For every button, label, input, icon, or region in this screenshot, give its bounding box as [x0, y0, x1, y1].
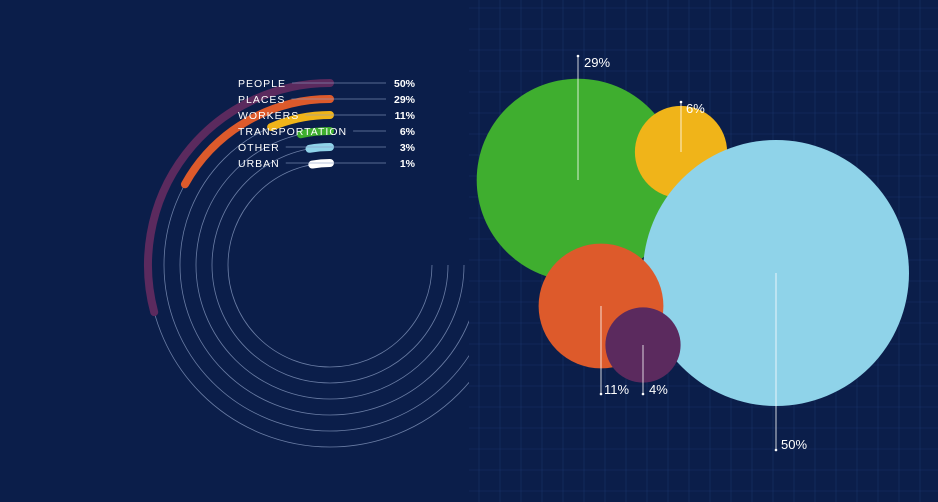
guide-ring [179, 114, 469, 416]
leader-dot [679, 100, 683, 104]
legend-value: 50% [394, 78, 416, 90]
bubble-label: 4% [649, 382, 668, 397]
bubble-label: 29% [584, 55, 610, 70]
guide-ring [195, 130, 465, 400]
legend-value: 11% [395, 110, 416, 122]
legend-label: WORKERS [238, 110, 299, 122]
legend-value: 6% [400, 126, 416, 138]
legend-value: 29% [394, 94, 416, 106]
legend-label: PLACES [238, 94, 285, 106]
guide-ring [227, 162, 433, 368]
radial-bar-chart: PEOPLE 50% PLACES 29% WORKERS 11% TRANSPORTATI… [144, 78, 469, 448]
bubble-label: 6% [686, 101, 705, 116]
guide-ring [211, 146, 449, 384]
bubble-label: 11% [604, 382, 629, 397]
legend-value: 3% [400, 142, 416, 154]
leader-dot [599, 392, 603, 396]
radial-bar-places [180, 95, 334, 189]
leader-dot [641, 392, 645, 396]
legend-label: TRANSPORTATION [238, 126, 347, 138]
leader-dot [774, 448, 778, 452]
leader-dot [576, 54, 580, 58]
legend-label: PEOPLE [238, 78, 286, 90]
radial-bar-transportation [296, 127, 334, 139]
legend-label: OTHER [238, 142, 280, 154]
bubble-label: 50% [781, 437, 807, 452]
radial-bar-people [144, 79, 334, 317]
legend-value: 1% [400, 158, 416, 170]
legend-label: URBAN [238, 158, 280, 170]
